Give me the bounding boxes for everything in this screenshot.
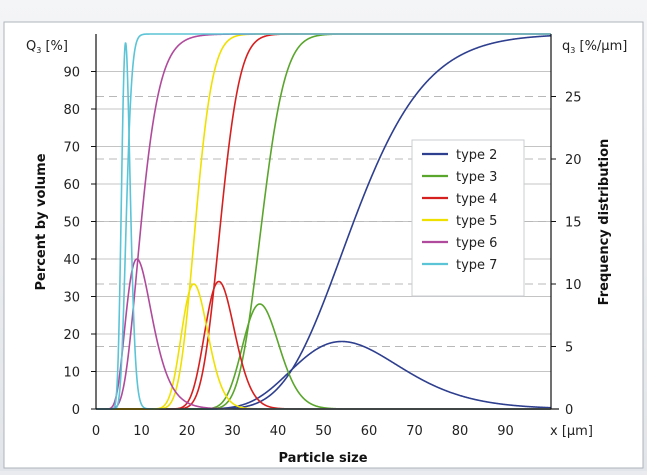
y-left-tick-label: 20 — [63, 328, 80, 343]
x-tick-label: 90 — [497, 424, 514, 439]
x-tick-label: 80 — [452, 424, 469, 439]
right-axis-title: Frequency distribution — [597, 139, 612, 306]
left-unit-label: Q3 [%] — [26, 39, 68, 55]
right-unit-label: q3 [%/µm] — [562, 39, 627, 55]
x-unit-label: x [µm] — [550, 424, 593, 439]
y-left-tick-label: 30 — [63, 291, 80, 306]
legend-label: type 7 — [456, 258, 497, 273]
y-right-tick-label: 5 — [565, 341, 573, 356]
y-right-tick-label: 10 — [565, 278, 582, 293]
legend-box — [411, 139, 525, 297]
plot-panel — [3, 21, 644, 469]
legend-label: type 4 — [456, 192, 497, 207]
y-right-tick-label: 25 — [565, 91, 582, 106]
x-tick-label: 70 — [406, 424, 423, 439]
x-tick-label: 50 — [315, 424, 332, 439]
y-left-tick-label: 80 — [63, 103, 80, 118]
x-axis-title: Particle size — [278, 451, 367, 466]
x-tick-labels: 0 10 20 30 40 50 60 70 80 90 — [92, 424, 514, 439]
legend-label: type 2 — [456, 148, 497, 163]
x-tick-label: 60 — [361, 424, 378, 439]
y-right-tick-labels: 0 5 10 15 20 25 — [565, 91, 582, 419]
legend: type 2 type 3 type 4 type 5 type 6 type 7 — [411, 139, 525, 297]
y-left-tick-label: 40 — [63, 253, 80, 268]
x-tick-label: 0 — [92, 424, 100, 439]
y-left-tick-labels: 0 10 20 30 40 50 60 70 80 90 — [63, 66, 80, 419]
y-right-tick-label: 20 — [565, 153, 582, 168]
x-tick-label: 10 — [133, 424, 150, 439]
y-left-tick-label: 70 — [63, 141, 80, 156]
y-left-tick-label: 50 — [63, 216, 80, 231]
y-left-tick-label: 10 — [63, 366, 80, 381]
cumulative-curve-type-7 — [95, 33, 552, 410]
left-axis-title: Percent by volume — [34, 153, 49, 290]
y-left-tick-label: 0 — [72, 403, 80, 418]
legend-label: type 3 — [456, 170, 497, 185]
x-tick-label: 40 — [270, 424, 287, 439]
x-tick-label: 30 — [224, 424, 241, 439]
legend-label: type 6 — [456, 236, 497, 251]
x-tick-label: 20 — [179, 424, 196, 439]
y-left-tick-label: 60 — [63, 178, 80, 193]
y-right-tick-label: 15 — [565, 216, 582, 231]
y-left-tick-label: 90 — [63, 66, 80, 81]
legend-label: type 5 — [456, 214, 497, 229]
axes — [91, 34, 559, 410]
y-right-tick-label: 0 — [565, 403, 573, 418]
